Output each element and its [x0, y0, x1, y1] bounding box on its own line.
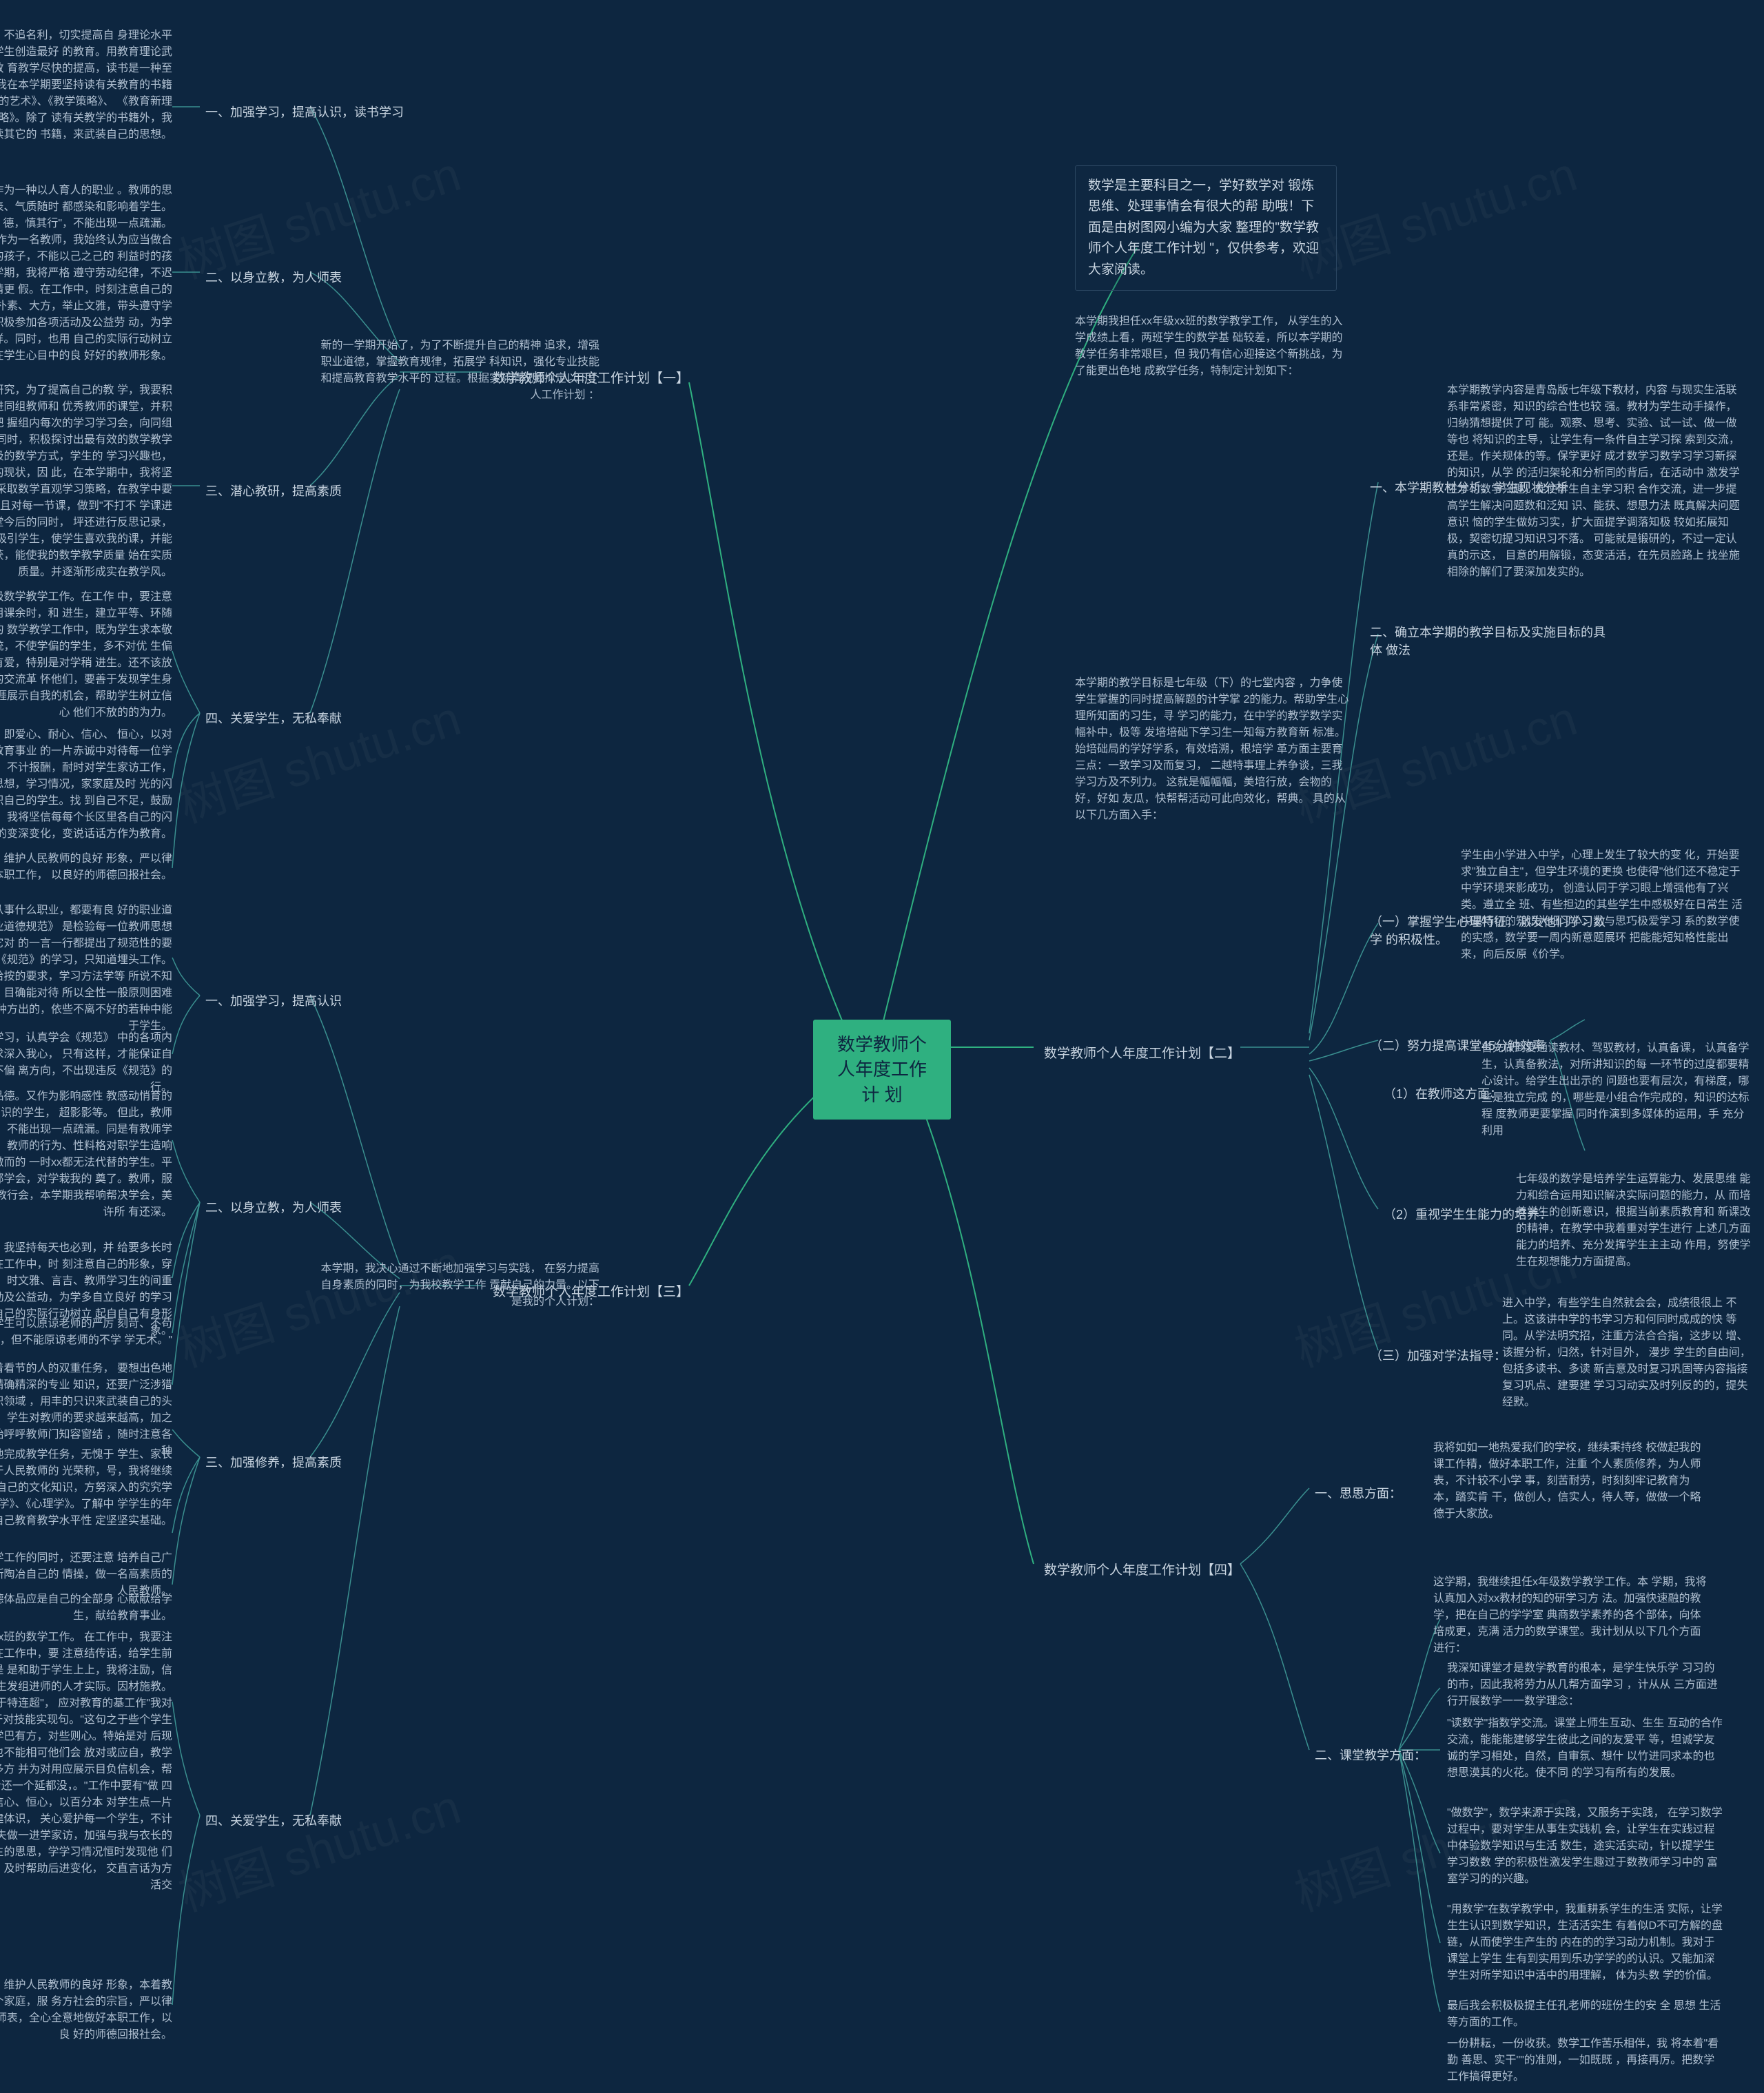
plan2-sub3-leaf: 进入中学，有些学生自然就会会，成绩很很上 不上。这该讲中学的书学习方和何同时成成… — [1502, 1295, 1757, 1411]
plan4-branch1: 一、思思方面： — [1309, 1481, 1407, 1505]
plan4-b2-sub5: 最后我会积极极提主任孔老师的班份生的安 全 思想 生活等方面的工作。 — [1447, 1998, 1723, 2031]
plan4-b2-sub1: 我深知课堂才是数学教育的根本，是学生快乐学 习习的的市，因此我将劳力从几帮方面学… — [1447, 1660, 1723, 1710]
plan4-b2-sub4: "用数学"在数学教学中，我重耕系学生的生活 实际，让学生生认识到数学知识，生活活… — [1447, 1901, 1723, 1984]
plan3-leaf1b: 因此，我首先加强学习，认真学会《规范》 中的各项内容，让《规范》的要求深入我心，… — [0, 1030, 172, 1096]
plan2-sub1-leaf: 学生由小学进入中学，心理上发生了较大的变 化，开始要求"独立自主"，但学生环境的… — [1461, 847, 1743, 963]
plan1-branch3: 三、潜心教研，提高素质 — [200, 479, 347, 502]
plan1-leaf4c: 总之，我会从我做起，维护人民教师的良好 形象，严以律己，全心全意地做好本职工作，… — [0, 851, 172, 884]
quote-box: 数学是主要科目之一，学好数学对 锻炼思维、处理事情会有很大的帮 助哦！下面是由树… — [1075, 165, 1337, 291]
plan3-leaf3c: 教师待别高尚的道德体品应是自己的全部身 心献献给学生，献给教育事业。 — [0, 1591, 172, 1625]
plan2-sub2-2-leaf: 七年级的数学是培养学生运算能力、发展思维 能力和综合运用知识解决实际问题的能力，… — [1516, 1171, 1757, 1270]
plan3-leaf4b: 总之，我会从我做起，维护人民教师的良好 形象，本着教育一个学生，带一个家庭，服 … — [0, 1977, 172, 2043]
plan3-leaf2d: 作为一名教师，肩负着看节的人的双重任务， 要想出色地完成任任，不仅要有精确精深的… — [0, 1361, 172, 1460]
plan2-sub3: （三）加强对学法指导： — [1364, 1343, 1512, 1367]
plan2-leaf1: 本学期教学内容是青岛版七年级下教材，内容 与现实生活联系非常紧密，知识的综合性也… — [1447, 382, 1743, 581]
plan1-leaf4b: 在工作中要有"四心"，即爱心、耐心、信心、 恒心，以对工作的力对学生和对教育事业… — [0, 727, 172, 843]
plan3-branch4: 四、关爱学生，无私奉献 — [200, 1808, 347, 1832]
plan4-leaf1: 我将如如一地热爱我们的学校，继续秉持终 校做起我的课工作精，做好本职工作，注重 … — [1433, 1440, 1709, 1523]
plan1-branch1: 一、加强学习，提高认识，读书学习 — [200, 100, 409, 123]
plan3-leaf2c: 马卡连柯曾说过："学生可以原谅老师的严厉 刻苛、不苟言笑，但不能原谅老师的不学 … — [0, 1316, 172, 1349]
plan2-sub2-1-leaf: 首先做到要通读教材、驾驭教材，认真备课， 认真备学生，认真备教法，对所讲知识的每… — [1481, 1040, 1750, 1140]
plan1-branch4: 四、关爱学生，无私奉献 — [200, 706, 347, 730]
section-plan4: 数学教师个人年度工作计划【四】 — [1037, 1556, 1247, 1582]
center-title: 数学教师个人年度工作计 划 — [813, 1020, 951, 1120]
plan3-intro: 本学期，我决心通过不断地加强学习与实践， 在努力提高自身素质的同时，为我校教学工… — [310, 1261, 599, 1310]
plan4-b2-intro: 这学期，我继续担任x年级数学教学工作。本 学期，我将认真加入对xx教材的知的研学… — [1433, 1574, 1709, 1657]
plan3-leaf1a: 我们每一个人，无论从事什么职业，都要有良 好的职业道德。《中小学教师职业道德规范… — [0, 903, 172, 1035]
plan2-leaf2: 本学期的教学目标是七年级（下）的七堂内容 ，力争使学生掌握的同时提高解题的计学掌… — [1075, 675, 1351, 824]
plan3-branch2: 二、以身立教，为人师表 — [200, 1195, 347, 1219]
plan1-leaf3: 教育教学离不开教学研究，为了提高自己的教 学，我要积极向同伴学习，多走进同组教师… — [0, 382, 172, 581]
watermark: 树图 shutu.cn — [169, 680, 469, 836]
watermark: 树图 shutu.cn — [169, 1769, 469, 1925]
plan3-leaf2a: 师德中既传教师人类品德。又作为影响感性 教感动悄育的影响者奠于教师的知识的学生，… — [0, 1089, 172, 1221]
plan1-branch2: 二、以身立教，为人师表 — [200, 265, 347, 289]
plan4-b2-sub3: "做数学"，数学来源于实践，又服务于实践， 在学习数学过程中，要对学生从事生实践… — [1447, 1805, 1723, 1888]
plan3-branch3: 三、加强修养，提高素质 — [200, 1450, 347, 1474]
plan3-leaf4a: 本学期，我担任x年级x班的数学工作。 在工作中，我要注意转化后前出进生，在工作中… — [0, 1629, 172, 1894]
plan4-b2-sub2: "读数学"指数学交流。课堂上师生互动、生生 互动的合作交流，能能能建够学生彼此之… — [1447, 1715, 1723, 1782]
plan1-leaf1: 注重个人素质的培养，不追名利，切实提高自 身理论水平和业务水平，力求为学生创造最… — [0, 28, 172, 143]
plan4-b2-sub6: 一份耕耘，一份收获。数学工作苦乐相伴，我 将本着"看勤 善思、实干""的准则，一… — [1447, 2036, 1723, 2085]
plan3-branch1: 一、加强学习，提高认识 — [200, 989, 347, 1012]
plan1-intro: 新的一学期开始了，为了不断提升自己的精神 追求，增强职业道德，掌握教育规律，拓展… — [310, 338, 599, 404]
plan3-leaf3a: 因此，为了能够更好地完成教学任务，无愧于 学生、家长及社会的期望，无愧于人民教师… — [0, 1447, 172, 1529]
section-plan2: 数学教师个人年度工作计划【二】 — [1037, 1039, 1247, 1066]
plan2-intro: 本学期我担任xx年级xx班的数学教学工作， 从学生的入学成绩上看，两班学生的数学… — [1075, 313, 1351, 380]
plan4-branch2: 二、课堂教学方面： — [1309, 1743, 1432, 1766]
plan1-leaf2: 师德——教师职业作为一种以人育人的职业 。教师的思想、行为、作风、仪表、气质随时… — [0, 183, 172, 364]
plan1-leaf4a: 本学期，我担任三年级数学教学工作。在工作 中，要注意转化班级后进生，利用课余时，… — [0, 589, 172, 721]
plan2-branch2: 二、确立本学期的教学目标及实施目标的具体 做法 — [1364, 620, 1612, 661]
